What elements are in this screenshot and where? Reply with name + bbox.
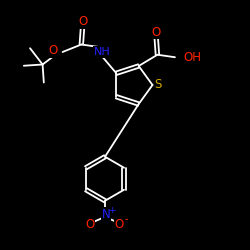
Text: N: N <box>102 208 110 221</box>
Text: +: + <box>108 206 116 215</box>
Text: OH: OH <box>184 51 202 64</box>
Text: O: O <box>86 218 94 232</box>
Text: O: O <box>152 26 161 39</box>
Text: -: - <box>125 214 128 224</box>
Text: O: O <box>115 218 124 232</box>
Text: O: O <box>78 16 87 28</box>
Text: O: O <box>49 44 58 57</box>
Text: S: S <box>154 78 162 92</box>
Text: NH: NH <box>94 47 110 57</box>
